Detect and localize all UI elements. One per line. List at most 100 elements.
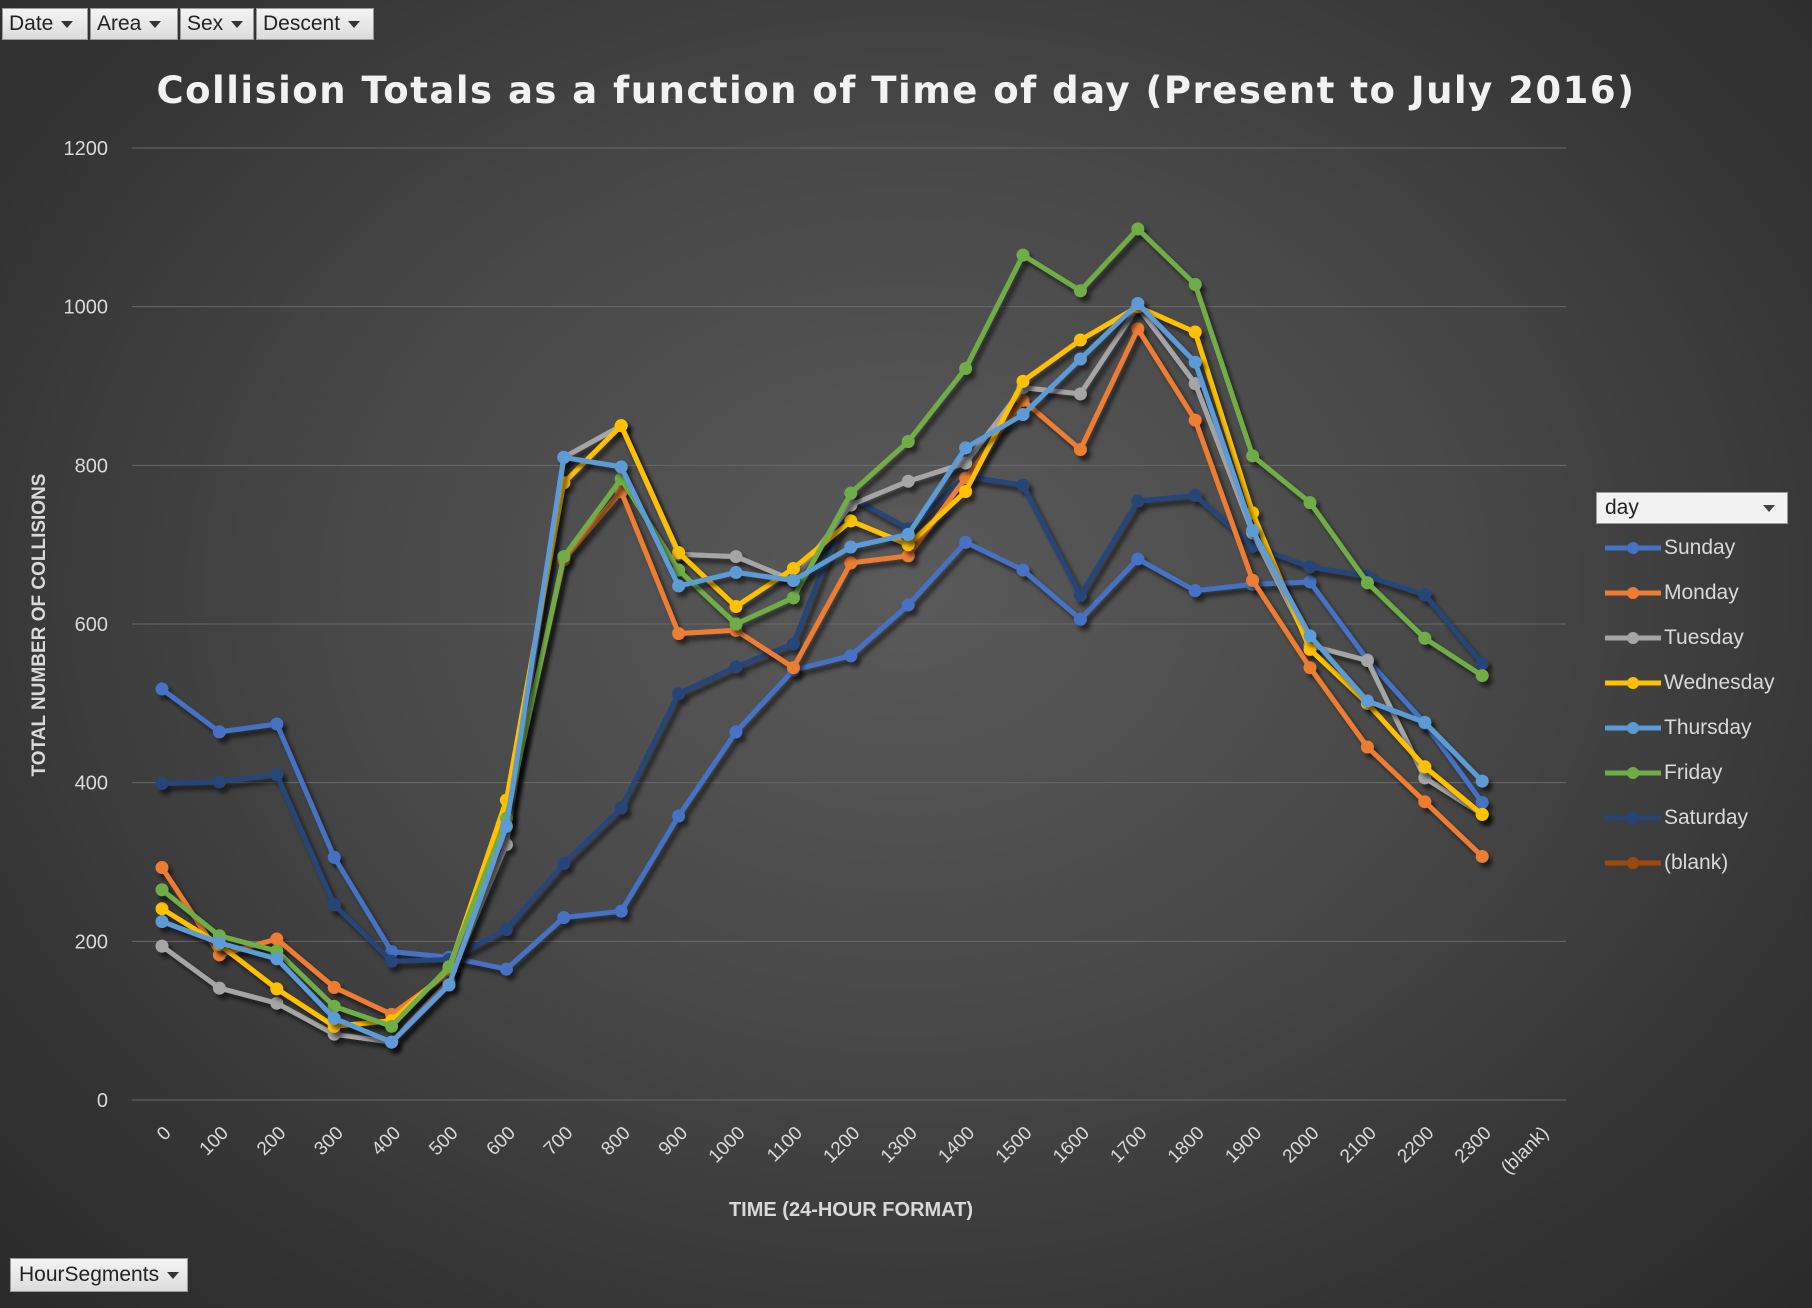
legend-item[interactable]: Thursday bbox=[1605, 716, 1752, 739]
data-point[interactable] bbox=[1246, 573, 1260, 587]
data-point[interactable] bbox=[155, 861, 169, 875]
data-point[interactable] bbox=[385, 954, 399, 968]
data-point[interactable] bbox=[844, 556, 858, 570]
data-point[interactable] bbox=[729, 550, 743, 564]
legend-day-dropdown[interactable]: day bbox=[1596, 492, 1788, 524]
data-point[interactable] bbox=[901, 598, 915, 612]
data-point[interactable] bbox=[1131, 322, 1145, 336]
descent-filter-button[interactable]: Descent bbox=[256, 8, 374, 40]
legend-item[interactable]: Friday bbox=[1605, 761, 1723, 784]
data-point[interactable] bbox=[1073, 442, 1087, 456]
data-point[interactable] bbox=[155, 902, 169, 916]
data-point[interactable] bbox=[385, 1035, 399, 1049]
data-point[interactable] bbox=[1360, 694, 1374, 708]
data-point[interactable] bbox=[499, 922, 513, 936]
data-point[interactable] bbox=[672, 579, 686, 593]
data-point[interactable] bbox=[1303, 629, 1317, 643]
data-point[interactable] bbox=[155, 915, 169, 928]
data-point[interactable] bbox=[1303, 575, 1317, 589]
data-point[interactable] bbox=[1475, 807, 1489, 821]
data-point[interactable] bbox=[614, 904, 628, 918]
data-point[interactable] bbox=[270, 982, 284, 996]
data-point[interactable] bbox=[212, 981, 226, 995]
data-point[interactable] bbox=[499, 962, 513, 976]
data-point[interactable] bbox=[1131, 222, 1145, 236]
data-point[interactable] bbox=[1303, 642, 1317, 656]
data-point[interactable] bbox=[786, 561, 800, 575]
data-point[interactable] bbox=[155, 883, 169, 897]
data-point[interactable] bbox=[212, 948, 226, 962]
data-point[interactable] bbox=[270, 952, 284, 966]
data-point[interactable] bbox=[901, 527, 915, 541]
data-point[interactable] bbox=[1131, 552, 1145, 566]
data-point[interactable] bbox=[672, 687, 686, 701]
data-point[interactable] bbox=[729, 600, 743, 614]
data-point[interactable] bbox=[557, 857, 571, 871]
data-point[interactable] bbox=[1418, 631, 1432, 645]
data-point[interactable] bbox=[557, 450, 571, 464]
data-point[interactable] bbox=[1073, 387, 1087, 401]
data-point[interactable] bbox=[212, 936, 226, 950]
data-point[interactable] bbox=[786, 591, 800, 605]
data-point[interactable] bbox=[1475, 849, 1489, 863]
data-point[interactable] bbox=[1303, 560, 1317, 574]
data-point[interactable] bbox=[786, 637, 800, 651]
legend-item[interactable]: Saturday bbox=[1605, 806, 1749, 829]
data-point[interactable] bbox=[1360, 653, 1374, 667]
data-point[interactable] bbox=[1016, 248, 1030, 262]
data-point[interactable] bbox=[1303, 661, 1317, 675]
data-point[interactable] bbox=[901, 549, 915, 563]
area-filter-button[interactable]: Area bbox=[90, 8, 178, 40]
data-point[interactable] bbox=[212, 775, 226, 789]
data-point[interactable] bbox=[155, 776, 169, 790]
data-point[interactable] bbox=[786, 661, 800, 675]
legend-item[interactable]: (blank) bbox=[1605, 851, 1728, 874]
data-point[interactable] bbox=[844, 514, 858, 528]
data-point[interactable] bbox=[959, 456, 973, 470]
data-point[interactable] bbox=[672, 563, 686, 577]
data-point[interactable] bbox=[442, 978, 456, 992]
data-point[interactable] bbox=[959, 362, 973, 376]
data-point[interactable] bbox=[1418, 760, 1432, 774]
data-point[interactable] bbox=[1188, 355, 1202, 369]
data-point[interactable] bbox=[327, 850, 341, 864]
data-point[interactable] bbox=[672, 546, 686, 560]
data-point[interactable] bbox=[729, 660, 743, 674]
data-point[interactable] bbox=[1188, 277, 1202, 291]
data-point[interactable] bbox=[1418, 715, 1432, 729]
hoursegments-filter-button[interactable]: HourSegments bbox=[10, 1258, 189, 1292]
data-point[interactable] bbox=[1016, 563, 1030, 577]
data-point[interactable] bbox=[1073, 333, 1087, 347]
data-point[interactable] bbox=[1016, 393, 1030, 407]
data-point[interactable] bbox=[614, 419, 628, 433]
data-point[interactable] bbox=[614, 460, 628, 474]
data-point[interactable] bbox=[1246, 449, 1260, 463]
data-point[interactable] bbox=[901, 474, 915, 488]
data-point[interactable] bbox=[1016, 408, 1030, 422]
data-point[interactable] bbox=[1360, 740, 1374, 754]
data-point[interactable] bbox=[729, 565, 743, 579]
data-point[interactable] bbox=[1073, 352, 1087, 366]
sex-filter-button[interactable]: Sex bbox=[180, 8, 254, 40]
data-point[interactable] bbox=[155, 939, 169, 953]
data-point[interactable] bbox=[844, 649, 858, 663]
data-point[interactable] bbox=[1188, 488, 1202, 502]
data-point[interactable] bbox=[270, 996, 284, 1010]
data-point[interactable] bbox=[729, 617, 743, 631]
data-point[interactable] bbox=[1016, 374, 1030, 388]
data-point[interactable] bbox=[901, 435, 915, 449]
data-point[interactable] bbox=[327, 1011, 341, 1025]
data-point[interactable] bbox=[901, 538, 915, 552]
legend-item[interactable]: Wednesday bbox=[1605, 671, 1775, 694]
data-point[interactable] bbox=[1475, 657, 1489, 671]
data-point[interactable] bbox=[844, 486, 858, 500]
data-point[interactable] bbox=[557, 911, 571, 925]
data-point[interactable] bbox=[1475, 774, 1489, 788]
data-point[interactable] bbox=[327, 898, 341, 912]
data-point[interactable] bbox=[1188, 584, 1202, 598]
data-point[interactable] bbox=[1016, 478, 1030, 492]
data-point[interactable] bbox=[1418, 588, 1432, 602]
data-point[interactable] bbox=[959, 485, 973, 499]
data-point[interactable] bbox=[212, 725, 226, 739]
data-point[interactable] bbox=[1418, 795, 1432, 809]
